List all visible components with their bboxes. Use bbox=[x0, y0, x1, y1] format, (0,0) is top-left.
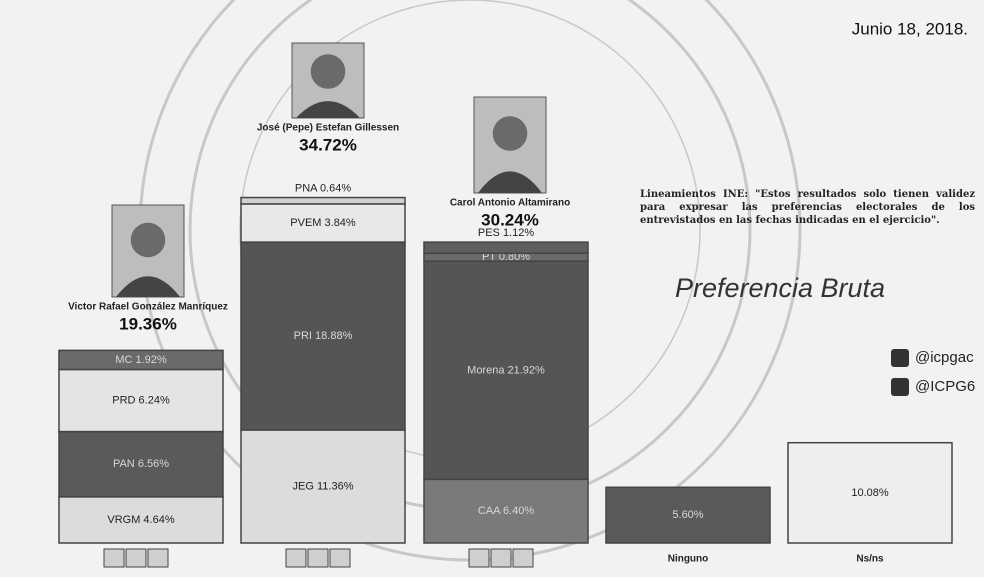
party-logo bbox=[308, 549, 328, 567]
x-tick-label: Ninguno bbox=[668, 554, 709, 565]
segment-value: 11.36% bbox=[317, 480, 354, 492]
segment-name: Morena bbox=[467, 364, 505, 376]
party-logo bbox=[104, 549, 124, 567]
segment-name: PVEM bbox=[290, 217, 321, 229]
date: Junio 18, 2018. bbox=[852, 19, 968, 38]
candidate-total: 30.24% bbox=[481, 210, 539, 229]
x-tick-label: Ns/ns bbox=[856, 554, 884, 565]
segment-name: MC bbox=[115, 354, 132, 366]
bar-segment bbox=[241, 198, 405, 204]
segment-name: PRD bbox=[112, 394, 135, 406]
segment-label: 5.60% bbox=[672, 509, 703, 521]
segment-label: PRD 6.24% bbox=[112, 394, 170, 406]
twitter-icon bbox=[891, 378, 909, 396]
social-handle: @icpgac bbox=[915, 349, 974, 366]
segment-value: 3.84% bbox=[325, 217, 356, 229]
candidate-name: Victor Rafael González Manríquez bbox=[68, 302, 228, 313]
candidate-head bbox=[493, 116, 528, 151]
segment-label: Morena 21.92% bbox=[467, 364, 545, 376]
segment-value: 10.08% bbox=[851, 487, 889, 499]
segment-name: VRGM bbox=[107, 514, 140, 526]
segment-label: 10.08% bbox=[851, 487, 889, 499]
segment-label: CAA 6.40% bbox=[478, 505, 534, 517]
segment-value: 1.92% bbox=[135, 354, 166, 366]
social-handle: @ICPG6 bbox=[915, 378, 975, 395]
segment-name: PNA bbox=[295, 182, 318, 194]
facebook-icon bbox=[891, 349, 909, 367]
candidate-name: José (Pepe) Estefan Gillessen bbox=[257, 123, 399, 134]
chart-title: Preferencia Bruta bbox=[675, 273, 885, 303]
party-logo bbox=[469, 549, 489, 567]
segment-label: MC 1.92% bbox=[115, 354, 167, 366]
note-box: Lineamientos INE: "Estos resultados solo… bbox=[640, 188, 975, 240]
segment-value: 6.56% bbox=[138, 458, 169, 470]
party-logo bbox=[491, 549, 511, 567]
party-logo bbox=[286, 549, 306, 567]
segment-label: JEG 11.36% bbox=[293, 480, 354, 492]
segment-name: JEG bbox=[293, 480, 314, 492]
segment-value: 6.24% bbox=[139, 394, 170, 406]
party-logo bbox=[330, 549, 350, 567]
party-logo bbox=[148, 549, 168, 567]
candidate-head bbox=[311, 54, 346, 89]
chart: Junio 18, 2018. Lineamientos INE: "Estos… bbox=[0, 0, 984, 577]
segment-label: PAN 6.56% bbox=[113, 458, 169, 470]
segment-label: VRGM 4.64% bbox=[107, 514, 174, 526]
bar-segment bbox=[424, 242, 588, 253]
segment-label: PRI 18.88% bbox=[294, 330, 353, 342]
segment-value: 5.60% bbox=[672, 509, 703, 521]
candidate-total: 34.72% bbox=[299, 135, 357, 154]
segment-value: 0.64% bbox=[320, 182, 351, 194]
segment-name: PAN bbox=[113, 458, 135, 470]
candidate-head bbox=[131, 223, 166, 258]
note: Lineamientos INE: "Estos resultados solo… bbox=[640, 188, 975, 227]
segment-label: PNA 0.64% bbox=[295, 182, 351, 194]
party-logo bbox=[513, 549, 533, 567]
segment-name: CAA bbox=[478, 505, 501, 517]
party-logo bbox=[126, 549, 146, 567]
segment-value: 18.88% bbox=[315, 330, 353, 342]
segment-label: PVEM 3.84% bbox=[290, 217, 356, 229]
segment-name: PRI bbox=[294, 330, 312, 342]
segment-value: 4.64% bbox=[143, 514, 174, 526]
segment-value: 6.40% bbox=[503, 505, 534, 517]
candidate-name: Carol Antonio Altamirano bbox=[450, 198, 570, 209]
candidate-total: 19.36% bbox=[119, 314, 177, 333]
segment-value: 21.92% bbox=[508, 364, 546, 376]
